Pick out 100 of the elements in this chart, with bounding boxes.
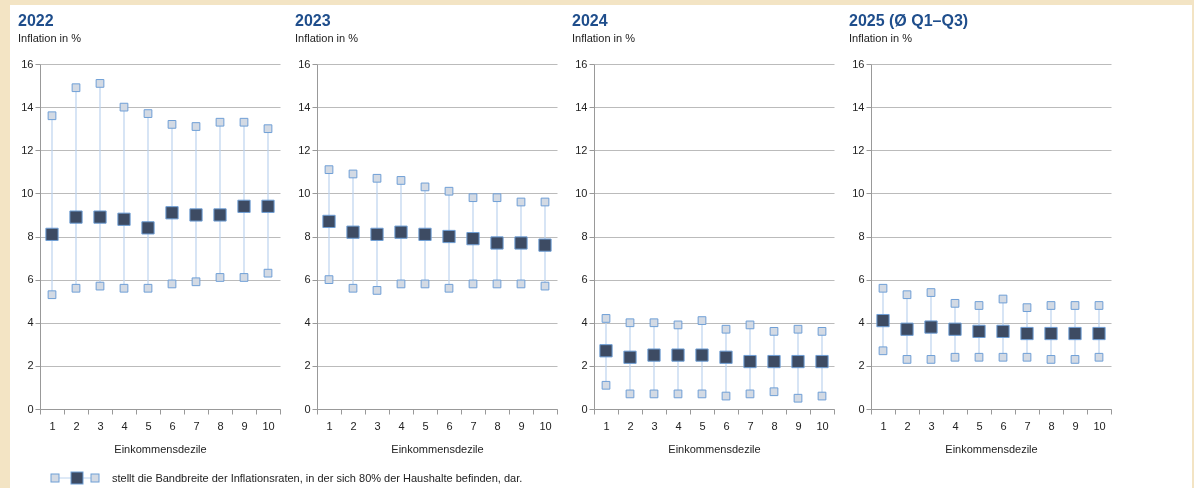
y-tick-label: 8	[27, 230, 34, 242]
point	[902, 355, 912, 364]
x-tick-label: 6	[1000, 419, 1007, 432]
point	[396, 176, 406, 185]
x-axis-title: Einkommensdezile	[945, 442, 1038, 455]
point	[697, 316, 707, 325]
point	[998, 352, 1008, 362]
point	[623, 350, 637, 364]
point	[647, 348, 661, 362]
point	[444, 186, 454, 196]
x-tick-label: 4	[398, 419, 405, 432]
point	[1070, 301, 1080, 310]
point	[492, 193, 502, 203]
point	[215, 117, 225, 127]
point	[900, 322, 914, 336]
x-tick-label: 8	[494, 419, 501, 432]
point	[1070, 355, 1080, 364]
point	[926, 288, 936, 297]
x-tick-label: 2	[627, 419, 634, 432]
x-axis-title: Einkommensdezile	[114, 442, 207, 455]
point	[625, 318, 635, 328]
x-tick-label: 3	[651, 419, 658, 432]
point	[191, 122, 201, 131]
x-tick-label: 2	[350, 419, 357, 432]
x-tick-label: 10	[539, 419, 552, 432]
point	[876, 313, 890, 328]
y-tick-label: 10	[21, 186, 34, 199]
point	[143, 109, 153, 118]
x-tick-label: 9	[241, 419, 248, 432]
y-tick-label: 14	[852, 100, 865, 113]
x-axis-title: Einkommensdezile	[668, 442, 761, 455]
x-tick-label: 4	[952, 419, 959, 432]
x-tick-label: 9	[518, 419, 525, 432]
point	[165, 206, 179, 220]
x-tick-label: 8	[217, 419, 224, 432]
point	[143, 283, 153, 293]
y-tick-label: 8	[581, 230, 588, 242]
y-tick-label: 16	[575, 57, 588, 70]
point	[93, 210, 107, 224]
point	[47, 111, 57, 121]
x-tick-label: 8	[1048, 419, 1055, 432]
x-tick-label: 6	[446, 419, 453, 432]
point	[671, 348, 685, 362]
point	[237, 199, 251, 213]
point	[1044, 326, 1058, 341]
chart-title: 2024	[572, 12, 608, 29]
x-tick-label: 2	[904, 419, 911, 432]
x-tick-label: 4	[121, 419, 128, 432]
point	[695, 348, 709, 362]
y-tick-label: 6	[581, 273, 588, 286]
x-tick-label: 1	[603, 419, 610, 432]
point	[418, 227, 432, 241]
y-tick-label: 12	[575, 143, 588, 156]
point	[878, 346, 888, 356]
y-tick-label: 2	[27, 359, 34, 372]
point	[745, 389, 755, 399]
x-tick-label: 9	[1072, 419, 1079, 432]
point	[95, 79, 105, 88]
x-tick-label: 1	[880, 419, 887, 432]
y-tick-label: 0	[304, 402, 311, 415]
point	[396, 279, 406, 289]
point	[167, 279, 177, 289]
y-tick-label: 12	[852, 143, 865, 156]
y-tick-label: 6	[27, 273, 34, 286]
point	[538, 238, 552, 252]
point	[490, 236, 504, 250]
point	[817, 391, 827, 401]
point	[45, 227, 59, 241]
x-tick-label: 7	[747, 419, 754, 432]
point	[767, 354, 781, 369]
x-tick-label: 10	[816, 419, 829, 432]
chart-subtitle: Inflation in %	[572, 32, 636, 44]
x-tick-label: 5	[422, 419, 429, 432]
point	[1022, 303, 1032, 313]
point	[540, 197, 550, 207]
y-tick-label: 2	[304, 359, 311, 372]
point	[348, 283, 358, 293]
x-tick-label: 1	[326, 419, 333, 432]
point	[745, 320, 755, 330]
point	[601, 380, 611, 390]
point	[599, 344, 613, 358]
y-tick-label: 0	[27, 402, 34, 415]
x-tick-label: 3	[97, 419, 104, 432]
y-tick-label: 16	[852, 57, 865, 70]
point	[261, 199, 275, 213]
x-tick-label: 7	[1024, 419, 1031, 432]
y-tick-label: 6	[858, 273, 865, 286]
chart-subtitle: Inflation in %	[295, 32, 359, 44]
y-tick-label: 12	[21, 143, 34, 156]
point	[468, 193, 478, 203]
point	[697, 389, 707, 399]
point	[117, 212, 131, 226]
point	[974, 352, 984, 362]
point	[348, 169, 358, 179]
point	[466, 232, 480, 246]
point	[926, 355, 936, 364]
point	[167, 120, 177, 129]
point	[95, 281, 105, 291]
x-tick-label: 7	[470, 419, 477, 432]
x-tick-label: 4	[675, 419, 682, 432]
